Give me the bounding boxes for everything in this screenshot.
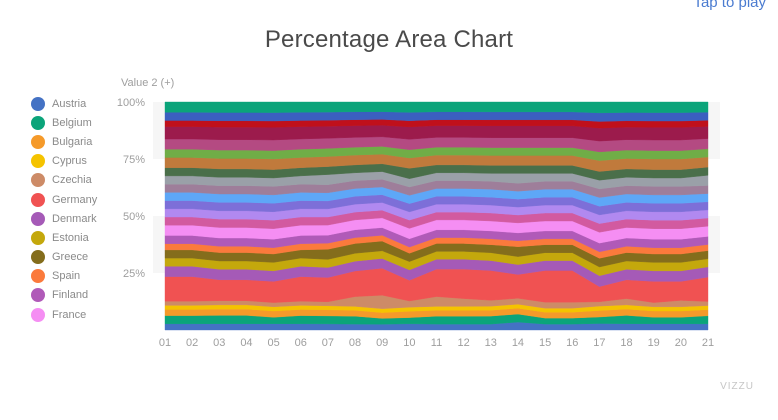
legend-label: Bulgaria xyxy=(52,135,93,148)
legend-item-austria[interactable]: Austria xyxy=(31,94,97,113)
legend-label: Austria xyxy=(52,97,87,110)
legend-dot xyxy=(31,134,45,149)
legend-label: Finland xyxy=(52,289,89,302)
y-tick-label: 75% xyxy=(123,154,145,166)
x-tick-label: 08 xyxy=(349,337,361,349)
x-tick-label: 04 xyxy=(240,337,252,349)
x-tick-label: 02 xyxy=(186,337,198,349)
legend-label: Greece xyxy=(52,251,89,264)
legend-dot xyxy=(31,288,45,303)
x-tick-label: 16 xyxy=(566,337,578,349)
legend-label: Cyprus xyxy=(52,155,87,168)
vizzu-watermark: VIZZU xyxy=(720,381,754,392)
legend-item-greece[interactable]: Greece xyxy=(31,248,97,267)
legend-item-estonia[interactable]: Estonia xyxy=(31,228,97,247)
x-tick-label: 07 xyxy=(322,337,334,349)
x-tick-label: 18 xyxy=(620,337,632,349)
chart-title: Percentage Area Chart xyxy=(264,26,514,53)
legend-item-spain[interactable]: Spain xyxy=(31,267,97,286)
legend-item-belgium[interactable]: Belgium xyxy=(31,113,97,132)
legend-dot xyxy=(31,307,45,322)
legend-label: Spain xyxy=(52,270,81,283)
x-tick-label: 09 xyxy=(376,337,388,349)
legend-item-france[interactable]: France xyxy=(31,305,97,324)
legend-label: Denmark xyxy=(52,212,97,225)
area-series-26 xyxy=(164,101,709,114)
legend-dot xyxy=(31,192,45,207)
legend-dot xyxy=(31,115,45,130)
x-tick-label: 10 xyxy=(403,337,415,349)
legend-item-finland[interactable]: Finland xyxy=(31,286,97,305)
tap-to-play-link[interactable]: Tap to play xyxy=(693,0,766,11)
x-tick-label: 03 xyxy=(213,337,225,349)
legend-dot xyxy=(31,211,45,226)
area-series-group xyxy=(164,101,709,331)
x-tick-label: 06 xyxy=(295,337,307,349)
y-tick-label: 25% xyxy=(123,268,145,280)
legend-label: Germany xyxy=(52,193,98,206)
x-tick-label: 01 xyxy=(159,337,171,349)
x-tick-label: 19 xyxy=(648,337,660,349)
legend-dot xyxy=(31,269,45,284)
legend: Austria Belgium Bulgaria Cyprus Czechia Germa… xyxy=(31,94,97,324)
legend-item-cyprus[interactable]: Cyprus xyxy=(31,152,97,171)
legend-dot xyxy=(31,96,45,111)
y-axis-title: Value 2 (+) xyxy=(121,77,174,89)
y-tick-label: 50% xyxy=(123,211,145,223)
x-tick-label: 20 xyxy=(675,337,687,349)
x-tick-label: 13 xyxy=(485,337,497,349)
legend-label: France xyxy=(52,308,87,321)
legend-item-germany[interactable]: Germany xyxy=(31,190,97,209)
legend-dot xyxy=(31,250,45,265)
legend-label: Czechia xyxy=(52,174,92,187)
legend-label: Belgium xyxy=(52,116,92,129)
x-tick-label: 15 xyxy=(539,337,551,349)
legend-dot xyxy=(31,154,45,169)
legend-label: Estonia xyxy=(52,231,89,244)
y-tick-label: 100% xyxy=(117,97,145,109)
legend-item-czechia[interactable]: Czechia xyxy=(31,171,97,190)
x-tick-label: 11 xyxy=(431,337,442,349)
x-tick-label: 17 xyxy=(593,337,605,349)
x-tick-label: 05 xyxy=(267,337,279,349)
x-tick-label: 14 xyxy=(512,337,524,349)
legend-dot xyxy=(31,230,45,245)
legend-item-bulgaria[interactable]: Bulgaria xyxy=(31,132,97,151)
x-tick-label: 21 xyxy=(702,337,714,349)
legend-dot xyxy=(31,173,45,188)
legend-item-denmark[interactable]: Denmark xyxy=(31,209,97,228)
x-tick-label: 12 xyxy=(458,337,470,349)
